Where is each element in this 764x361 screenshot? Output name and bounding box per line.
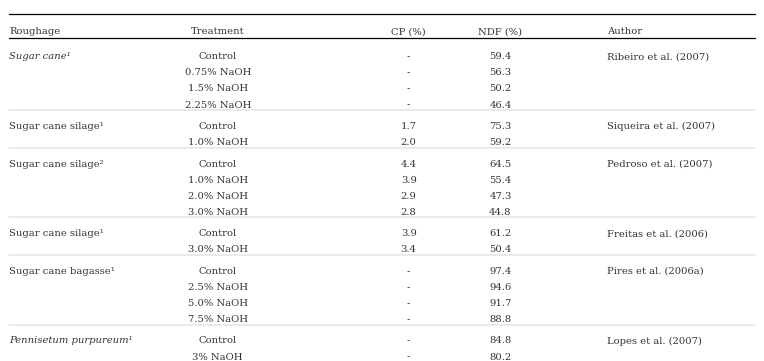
Text: 2.25% NaOH: 2.25% NaOH [185,100,251,109]
Text: Sugar cane silage¹: Sugar cane silage¹ [9,122,104,131]
Text: 5.0% NaOH: 5.0% NaOH [188,299,248,308]
Text: 97.4: 97.4 [489,267,512,276]
Text: 84.8: 84.8 [489,336,512,345]
Text: Sugar cane silage¹: Sugar cane silage¹ [9,229,104,238]
Text: 46.4: 46.4 [489,100,512,109]
Text: 56.3: 56.3 [490,68,511,77]
Text: -: - [407,68,410,77]
Text: Roughage: Roughage [9,27,60,36]
Text: Control: Control [199,336,237,345]
Text: 3.4: 3.4 [401,245,416,254]
Text: Siqueira et al. (2007): Siqueira et al. (2007) [607,122,716,131]
Text: 88.8: 88.8 [489,315,512,324]
Text: 3.0% NaOH: 3.0% NaOH [188,208,248,217]
Text: 3.9: 3.9 [401,229,416,238]
Text: Author: Author [607,27,643,36]
Text: 2.0: 2.0 [401,138,416,147]
Text: 50.4: 50.4 [489,245,512,254]
Text: 1.7: 1.7 [401,122,416,131]
Text: -: - [407,267,410,276]
Text: Ribeiro et al. (2007): Ribeiro et al. (2007) [607,52,710,61]
Text: NDF (%): NDF (%) [478,27,523,36]
Text: 1.0% NaOH: 1.0% NaOH [188,175,248,184]
Text: 59.2: 59.2 [489,138,512,147]
Text: 2.0% NaOH: 2.0% NaOH [188,192,248,201]
Text: -: - [407,283,410,292]
Text: Control: Control [199,229,237,238]
Text: -: - [407,84,410,93]
Text: Control: Control [199,52,237,61]
Text: 44.8: 44.8 [489,208,512,217]
Text: -: - [407,52,410,61]
Text: 2.8: 2.8 [401,208,416,217]
Text: -: - [407,336,410,345]
Text: 3% NaOH: 3% NaOH [193,352,243,361]
Text: 61.2: 61.2 [489,229,512,238]
Text: Pedroso et al. (2007): Pedroso et al. (2007) [607,160,713,169]
Text: 94.6: 94.6 [489,283,512,292]
Text: 59.4: 59.4 [489,52,512,61]
Text: Control: Control [199,122,237,131]
Text: -: - [407,100,410,109]
Text: 1.5% NaOH: 1.5% NaOH [188,84,248,93]
Text: CP (%): CP (%) [391,27,426,36]
Text: -: - [407,315,410,324]
Text: 3.0% NaOH: 3.0% NaOH [188,245,248,254]
Text: 1.0% NaOH: 1.0% NaOH [188,138,248,147]
Text: 50.2: 50.2 [489,84,512,93]
Text: 80.2: 80.2 [489,352,512,361]
Text: Sugar cane silage²: Sugar cane silage² [9,160,104,169]
Text: Treatment: Treatment [191,27,244,36]
Text: -: - [407,299,410,308]
Text: 3.9: 3.9 [401,175,416,184]
Text: 91.7: 91.7 [489,299,512,308]
Text: 64.5: 64.5 [489,160,512,169]
Text: Lopes et al. (2007): Lopes et al. (2007) [607,336,702,345]
Text: Sugar cane¹: Sugar cane¹ [9,52,71,61]
Text: Sugar cane bagasse¹: Sugar cane bagasse¹ [9,267,115,276]
Text: Pires et al. (2006a): Pires et al. (2006a) [607,267,704,276]
Text: 2.5% NaOH: 2.5% NaOH [188,283,248,292]
Text: 0.75% NaOH: 0.75% NaOH [185,68,251,77]
Text: 55.4: 55.4 [489,175,512,184]
Text: Pennisetum purpureum¹: Pennisetum purpureum¹ [9,336,133,345]
Text: Control: Control [199,267,237,276]
Text: 2.9: 2.9 [401,192,416,201]
Text: 47.3: 47.3 [489,192,512,201]
Text: 75.3: 75.3 [489,122,512,131]
Text: 7.5% NaOH: 7.5% NaOH [188,315,248,324]
Text: Freitas et al. (2006): Freitas et al. (2006) [607,229,708,238]
Text: Control: Control [199,160,237,169]
Text: 4.4: 4.4 [400,160,417,169]
Text: -: - [407,352,410,361]
